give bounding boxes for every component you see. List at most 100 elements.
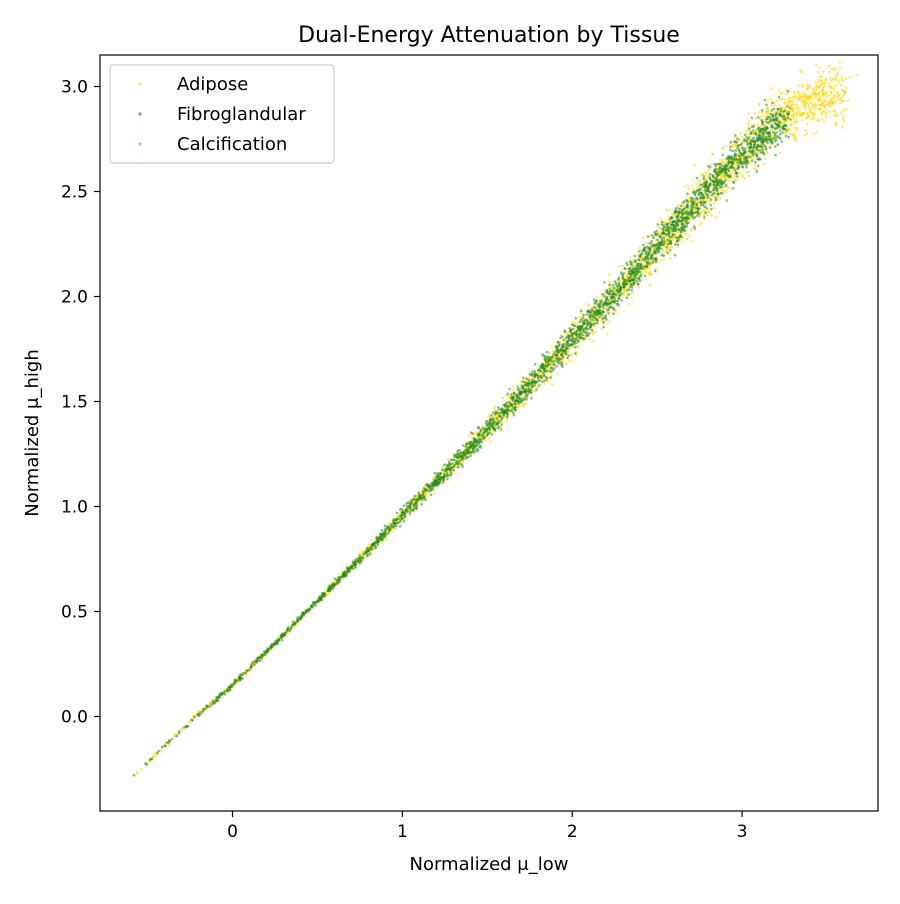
data-point [718,158,721,162]
data-point [501,416,504,420]
data-point [848,76,852,79]
data-point [801,85,804,88]
data-point [729,187,732,190]
data-point [761,132,765,136]
data-point [235,682,239,685]
data-point [765,103,768,107]
data-point [493,428,497,432]
data-point [585,313,588,316]
data-point [685,199,689,202]
data-point [411,508,415,512]
data-point [618,294,621,297]
data-point [387,531,390,535]
data-point [555,360,559,363]
data-point [656,233,660,236]
data-point [698,215,701,218]
data-point [719,178,722,182]
data-point [812,117,816,120]
data-point [842,109,845,112]
data-point [567,354,571,357]
data-point [719,191,723,195]
data-point [791,117,795,120]
data-point [333,577,337,580]
data-point [687,187,690,191]
data-point [494,410,498,414]
data-point [185,724,188,728]
data-point [600,304,604,308]
data-point [676,243,680,247]
data-point [276,642,279,645]
data-point [550,366,553,370]
data-point [769,146,772,149]
data-point [633,254,637,258]
data-point [817,79,820,82]
data-point [578,320,582,324]
data-point [834,121,838,125]
data-point [734,163,737,167]
data-point [638,277,641,281]
data-point [776,143,780,146]
data-point [512,396,515,400]
data-point [755,147,758,151]
data-point [402,520,406,523]
data-point [549,373,553,376]
data-point [595,321,599,325]
data-point [632,281,636,284]
data-point [709,163,712,167]
data-point [424,491,428,495]
data-point [499,415,503,418]
data-point [557,351,560,355]
data-point [738,151,742,155]
data-point [666,242,670,246]
data-point [760,115,763,118]
data-point [513,402,516,405]
data-point [791,113,795,116]
data-point [569,344,572,347]
data-point [781,106,784,109]
data-point [549,376,552,379]
data-point [769,118,772,121]
data-point [396,521,399,525]
data-point [747,127,751,130]
data-point [646,257,650,260]
data-point [596,312,599,316]
data-point [625,291,629,295]
data-point [671,212,674,215]
data-point [766,152,769,155]
data-point [812,104,815,107]
data-point [588,313,591,317]
data-point [843,90,846,93]
data-point [588,337,591,341]
data-point [806,85,810,88]
data-point [836,114,839,117]
data-point [721,167,725,171]
data-point [680,235,683,239]
data-point [728,172,732,175]
data-point [761,111,764,114]
data-point [754,160,757,164]
data-point [686,184,689,188]
data-point [443,463,446,467]
data-point [722,165,725,168]
data-point [828,70,831,74]
data-point [637,285,641,289]
data-point [697,192,701,195]
data-point [505,407,509,410]
data-point [842,93,846,97]
data-point [661,248,665,252]
data-point [799,114,802,117]
data-point [652,244,656,247]
data-point [420,502,424,506]
data-point [611,283,615,287]
data-point [608,273,611,276]
data-point [777,95,781,99]
data-point [555,349,559,352]
data-point [700,196,704,200]
data-point [446,472,449,475]
data-point [756,115,760,119]
data-point [761,108,764,112]
data-point [832,109,835,113]
data-point [544,369,547,373]
data-point [644,241,648,244]
